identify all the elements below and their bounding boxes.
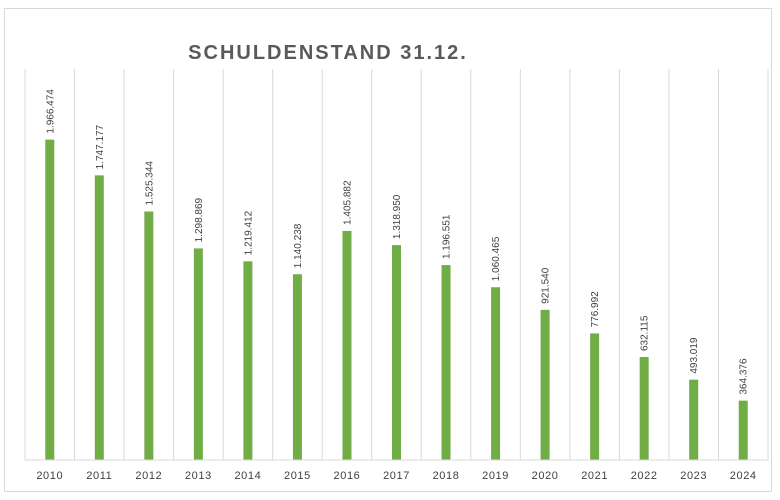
data-label-2023: 493.019 — [689, 337, 700, 374]
bar-2017 — [392, 245, 401, 460]
data-label-2022: 632.115 — [640, 315, 651, 351]
bar-2021 — [590, 333, 600, 460]
x-tick-2020: 2020 — [532, 470, 559, 482]
x-tick-2011: 2011 — [86, 470, 112, 482]
bar-2020 — [540, 309, 550, 460]
x-tick-2023: 2023 — [680, 470, 707, 482]
x-tick-2021: 2021 — [581, 470, 608, 482]
bar-chart: SCHULDENSTAND 31.12. 1.966.4741.747.1771… — [24, 42, 769, 482]
bar-2013 — [193, 248, 203, 460]
bars — [45, 139, 748, 461]
data-label-2021: 776.992 — [590, 291, 601, 328]
x-axis: 2010 2011 2012 2013 2014 2015 2016 2017 2018 2019… — [25, 459, 768, 482]
bar-2024 — [738, 400, 748, 460]
x-tick-2019: 2019 — [482, 470, 509, 482]
bar-2011 — [94, 175, 104, 460]
x-tick-2018: 2018 — [433, 470, 460, 482]
x-tick-2024: 2024 — [730, 470, 757, 482]
data-label-2017: 1.318.950 — [392, 194, 403, 239]
bar-2010 — [45, 139, 55, 461]
data-label-2020: 921.540 — [541, 267, 552, 304]
x-tick-2022: 2022 — [631, 470, 658, 482]
data-label-2012: 1.525.344 — [144, 161, 155, 206]
bar-2012 — [144, 211, 154, 460]
x-tick-2014: 2014 — [234, 470, 261, 482]
bar-2022 — [639, 357, 649, 460]
x-tick-2016: 2016 — [334, 470, 361, 482]
data-label-2013: 1.298.869 — [194, 197, 205, 242]
chart-title: SCHULDENSTAND 31.12. — [188, 42, 468, 64]
data-label-2024: 364.376 — [739, 358, 750, 395]
bar-2019 — [491, 287, 501, 460]
data-label-2019: 1.060.465 — [491, 236, 502, 281]
data-label-2018: 1.196.551 — [442, 214, 453, 259]
bar-2015 — [292, 274, 302, 460]
chart-container: SCHULDENSTAND 31.12. 1.966.474 1.747.177 1… — [4, 8, 772, 492]
bar-2016 — [342, 230, 352, 460]
x-tick-2015: 2015 — [284, 470, 311, 482]
bar-2023 — [689, 379, 699, 460]
x-tick-2013: 2013 — [185, 470, 212, 482]
data-label-2011: 1.747.177 — [95, 124, 106, 169]
bar-2018 — [441, 265, 451, 460]
x-tick-2010: 2010 — [36, 470, 63, 482]
data-label-2014: 1.219.412 — [243, 210, 254, 255]
gridlines — [24, 69, 769, 460]
data-label-2015: 1.140.238 — [293, 223, 304, 268]
data-label-2010: 1.966.474 — [45, 89, 56, 134]
bar-2014 — [243, 261, 253, 460]
data-label-2016: 1.405.882 — [342, 180, 353, 225]
x-tick-2012: 2012 — [135, 470, 162, 482]
x-tick-2017: 2017 — [383, 470, 410, 482]
data-labels: 1.966.474 1.747.177 1.525.344 1.298.869 1.21… — [45, 89, 749, 395]
